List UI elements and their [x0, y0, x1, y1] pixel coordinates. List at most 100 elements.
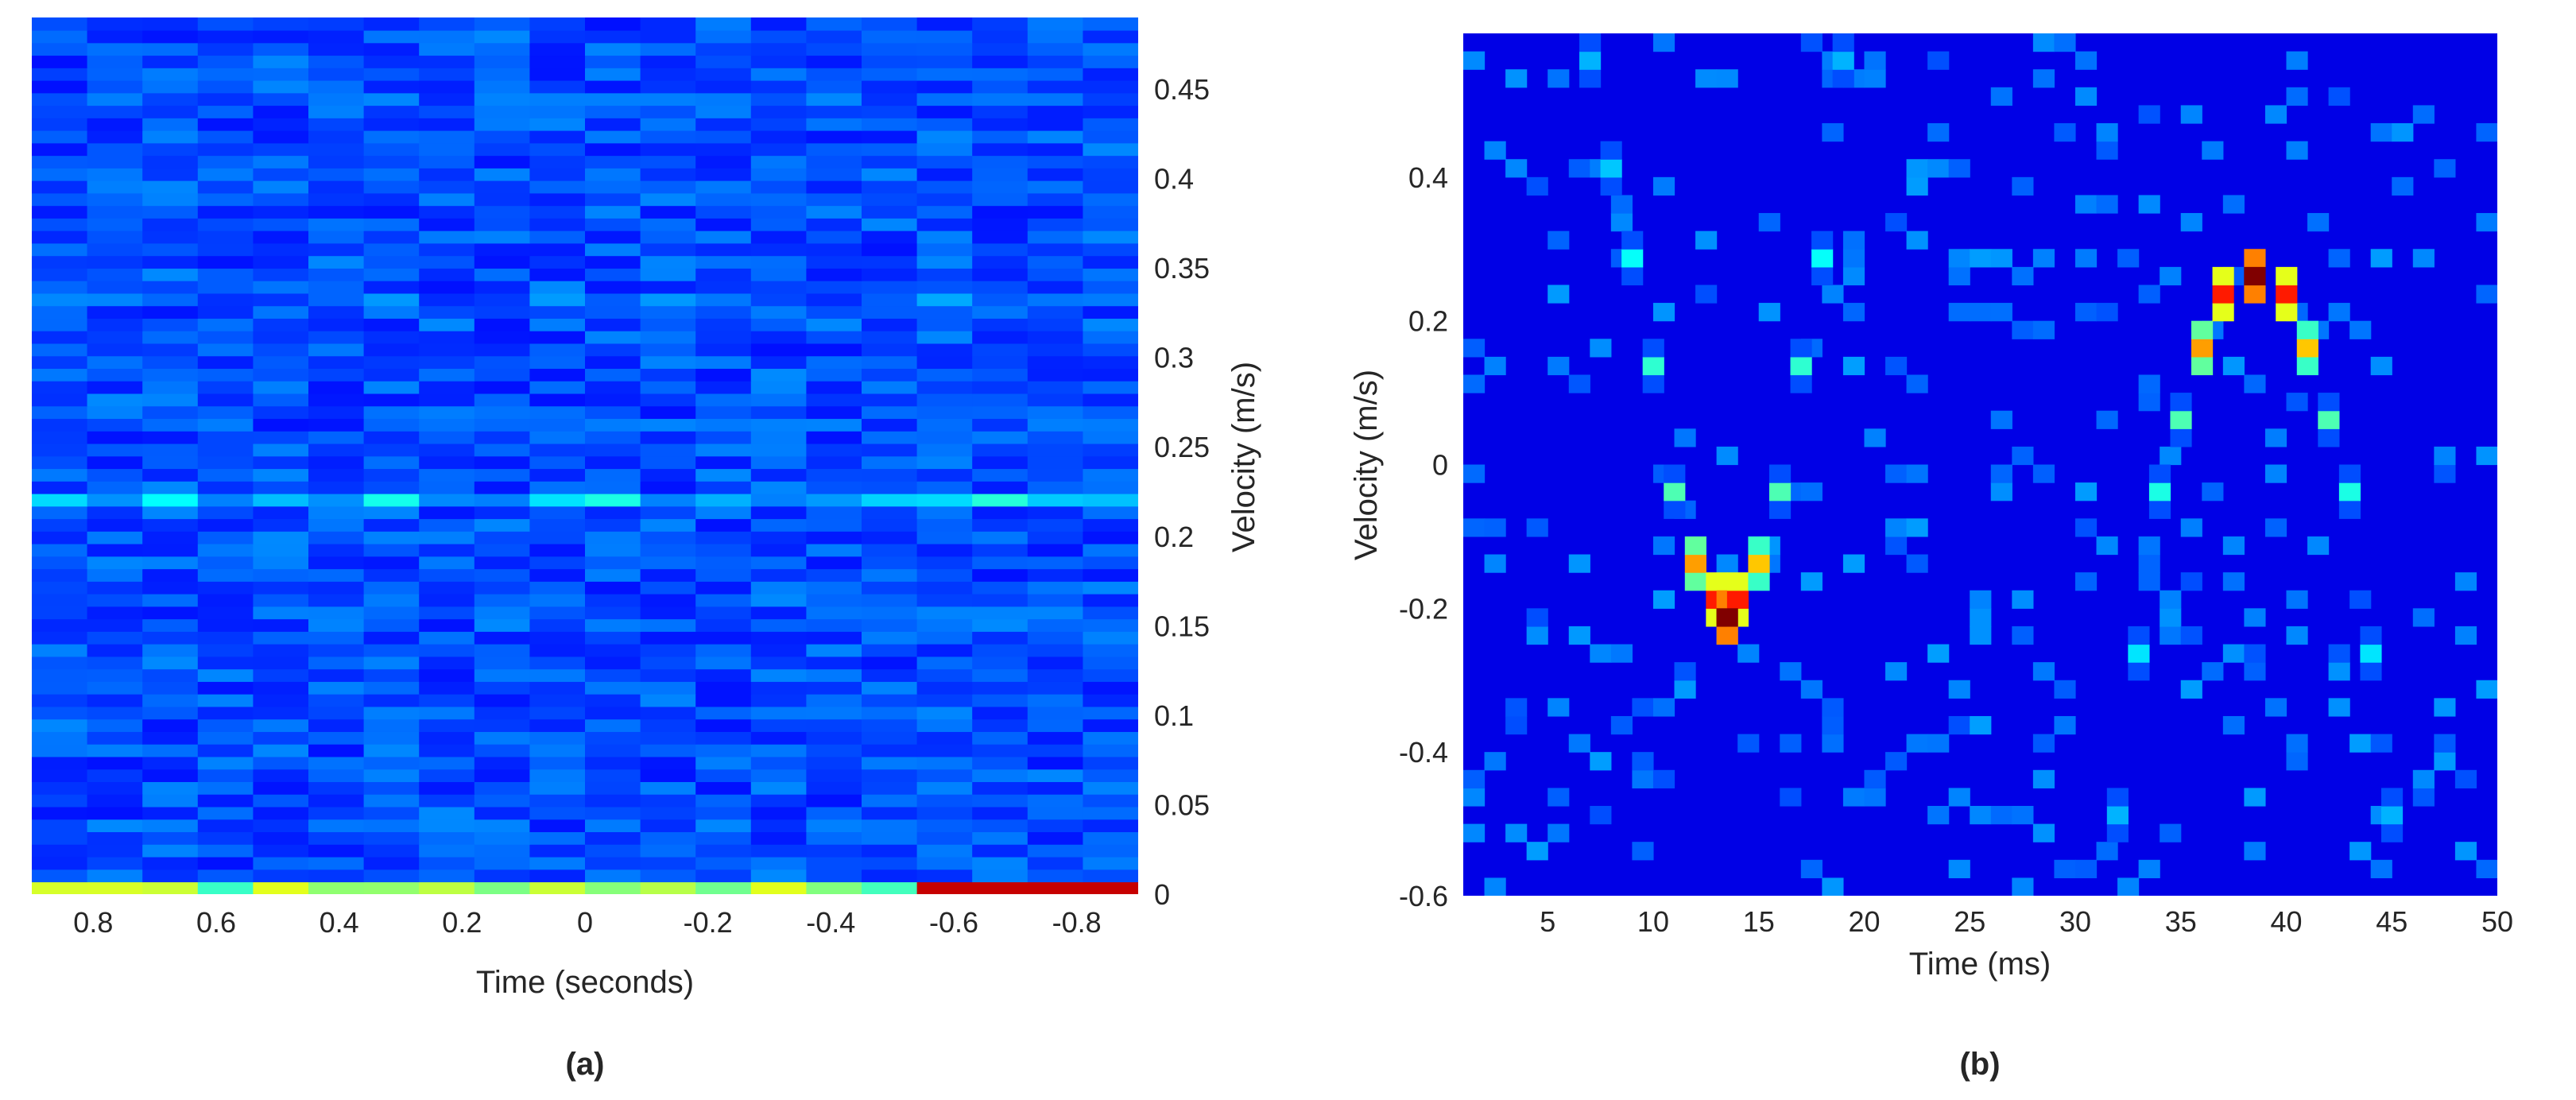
- heatmap-cell: [529, 756, 586, 770]
- heatmap-cell: [142, 168, 199, 181]
- heatmap-cell: [695, 105, 752, 118]
- heatmap-cell: [32, 643, 88, 657]
- heatmap-cell: [529, 405, 586, 420]
- heatmap-cell: [1748, 554, 1770, 573]
- heatmap-cell: [862, 706, 918, 720]
- heatmap-cell: [2286, 734, 2308, 753]
- heatmap-cell: [253, 92, 309, 107]
- heatmap-cell: [1832, 51, 1854, 70]
- heatmap-cell: [806, 593, 862, 607]
- heatmap-cell: [862, 92, 918, 107]
- heatmap-cell: [640, 318, 696, 331]
- heatmap-cell: [695, 856, 752, 870]
- heatmap-cell: [1027, 781, 1084, 795]
- heatmap-cell: [363, 17, 420, 31]
- heatmap-cell: [308, 393, 365, 407]
- heatmap-cell: [308, 581, 365, 595]
- heatmap-cell: [529, 831, 586, 845]
- heatmap-cell: [474, 618, 531, 632]
- heatmap-cell: [197, 869, 254, 883]
- heatmap-cell: [972, 643, 1028, 657]
- heatmap-cell: [253, 355, 309, 369]
- heatmap-cell: [419, 881, 475, 894]
- heatmap-cell: [1484, 752, 1506, 771]
- heatmap-cell: [2074, 249, 2098, 268]
- heatmap-cell: [1621, 230, 1644, 250]
- heatmap-cell: [2074, 518, 2098, 537]
- heatmap-cell: [87, 869, 143, 883]
- heatmap-cell: [862, 518, 918, 532]
- heatmap-cell: [916, 255, 973, 269]
- heatmap-cell: [142, 130, 199, 144]
- heatmap-cell: [419, 268, 475, 281]
- x-tick-label: -0.4: [806, 906, 855, 939]
- heatmap-cell: [142, 368, 199, 382]
- heatmap-cell: [142, 380, 199, 394]
- heatmap-cell: [529, 168, 586, 181]
- heatmap-cell: [474, 819, 531, 833]
- heatmap-cell: [1027, 581, 1084, 595]
- heatmap-cell: [419, 518, 475, 532]
- heatmap-cell: [308, 806, 365, 820]
- heatmap-cell: [1990, 249, 2012, 268]
- heatmap-cell: [1083, 118, 1138, 131]
- heatmap-cell: [1027, 769, 1084, 782]
- heatmap-cell: [1027, 292, 1084, 307]
- heatmap-cell: [308, 292, 365, 307]
- heatmap-cell: [2370, 123, 2392, 142]
- heatmap-cell: [2286, 141, 2308, 160]
- heatmap-cell: [529, 706, 586, 720]
- heatmap-cell: [1027, 481, 1084, 494]
- heatmap-cell: [529, 843, 586, 858]
- heatmap-cell: [197, 843, 254, 858]
- heatmap-cell: [142, 255, 199, 269]
- heatmap-cell: [806, 280, 862, 294]
- heatmap-cell: [363, 593, 420, 607]
- heatmap-cell: [2032, 249, 2055, 268]
- heatmap-cell: [529, 393, 586, 407]
- heatmap-cell: [197, 743, 254, 757]
- heatmap-cell: [1027, 55, 1084, 68]
- heatmap-cell: [806, 418, 862, 432]
- heatmap-cell: [1505, 715, 1528, 735]
- heatmap-cell: [1610, 715, 1633, 735]
- heatmap-cell: [197, 881, 254, 894]
- heatmap-cell: [750, 681, 808, 695]
- heatmap-cell: [1990, 87, 2012, 107]
- heatmap-cell: [916, 192, 973, 207]
- heatmap-cell: [308, 518, 365, 532]
- heatmap-cell: [308, 718, 365, 732]
- heatmap-cell: [87, 806, 143, 820]
- heatmap-cell: [862, 581, 918, 595]
- heatmap-cell: [308, 130, 365, 144]
- heatmap-cell: [862, 743, 918, 757]
- heatmap-cell: [474, 668, 531, 682]
- heatmap-cell: [419, 105, 475, 118]
- heatmap-cell: [750, 718, 808, 732]
- heatmap-cell: [972, 205, 1028, 219]
- heatmap-cell: [916, 769, 973, 782]
- heatmap-cell: [363, 180, 420, 194]
- heatmap-cell: [585, 806, 641, 820]
- heatmap-cell: [2180, 518, 2202, 537]
- heatmap-cell: [585, 543, 641, 557]
- heatmap-cell: [2276, 303, 2298, 322]
- heatmap-cell: [2202, 482, 2224, 502]
- heatmap-cell: [1842, 303, 1865, 322]
- heatmap-cell: [363, 606, 420, 620]
- heatmap-cell: [197, 806, 254, 820]
- heatmap-cell: [474, 330, 531, 344]
- heatmap-cell: [142, 643, 199, 657]
- heatmap-cell: [253, 643, 309, 657]
- heatmap-cell: [529, 869, 586, 883]
- heatmap-cell: [87, 831, 143, 845]
- heatmap-cell: [1568, 734, 1590, 753]
- heatmap-cell: [862, 455, 918, 470]
- heatmap-cell: [363, 869, 420, 883]
- heatmap-cell: [474, 305, 531, 319]
- heatmap-cell: [1885, 213, 1908, 232]
- heatmap-cell: [1822, 123, 1844, 142]
- heatmap-cell: [253, 806, 309, 820]
- heatmap-cell: [916, 581, 973, 595]
- heatmap-cell: [862, 180, 918, 194]
